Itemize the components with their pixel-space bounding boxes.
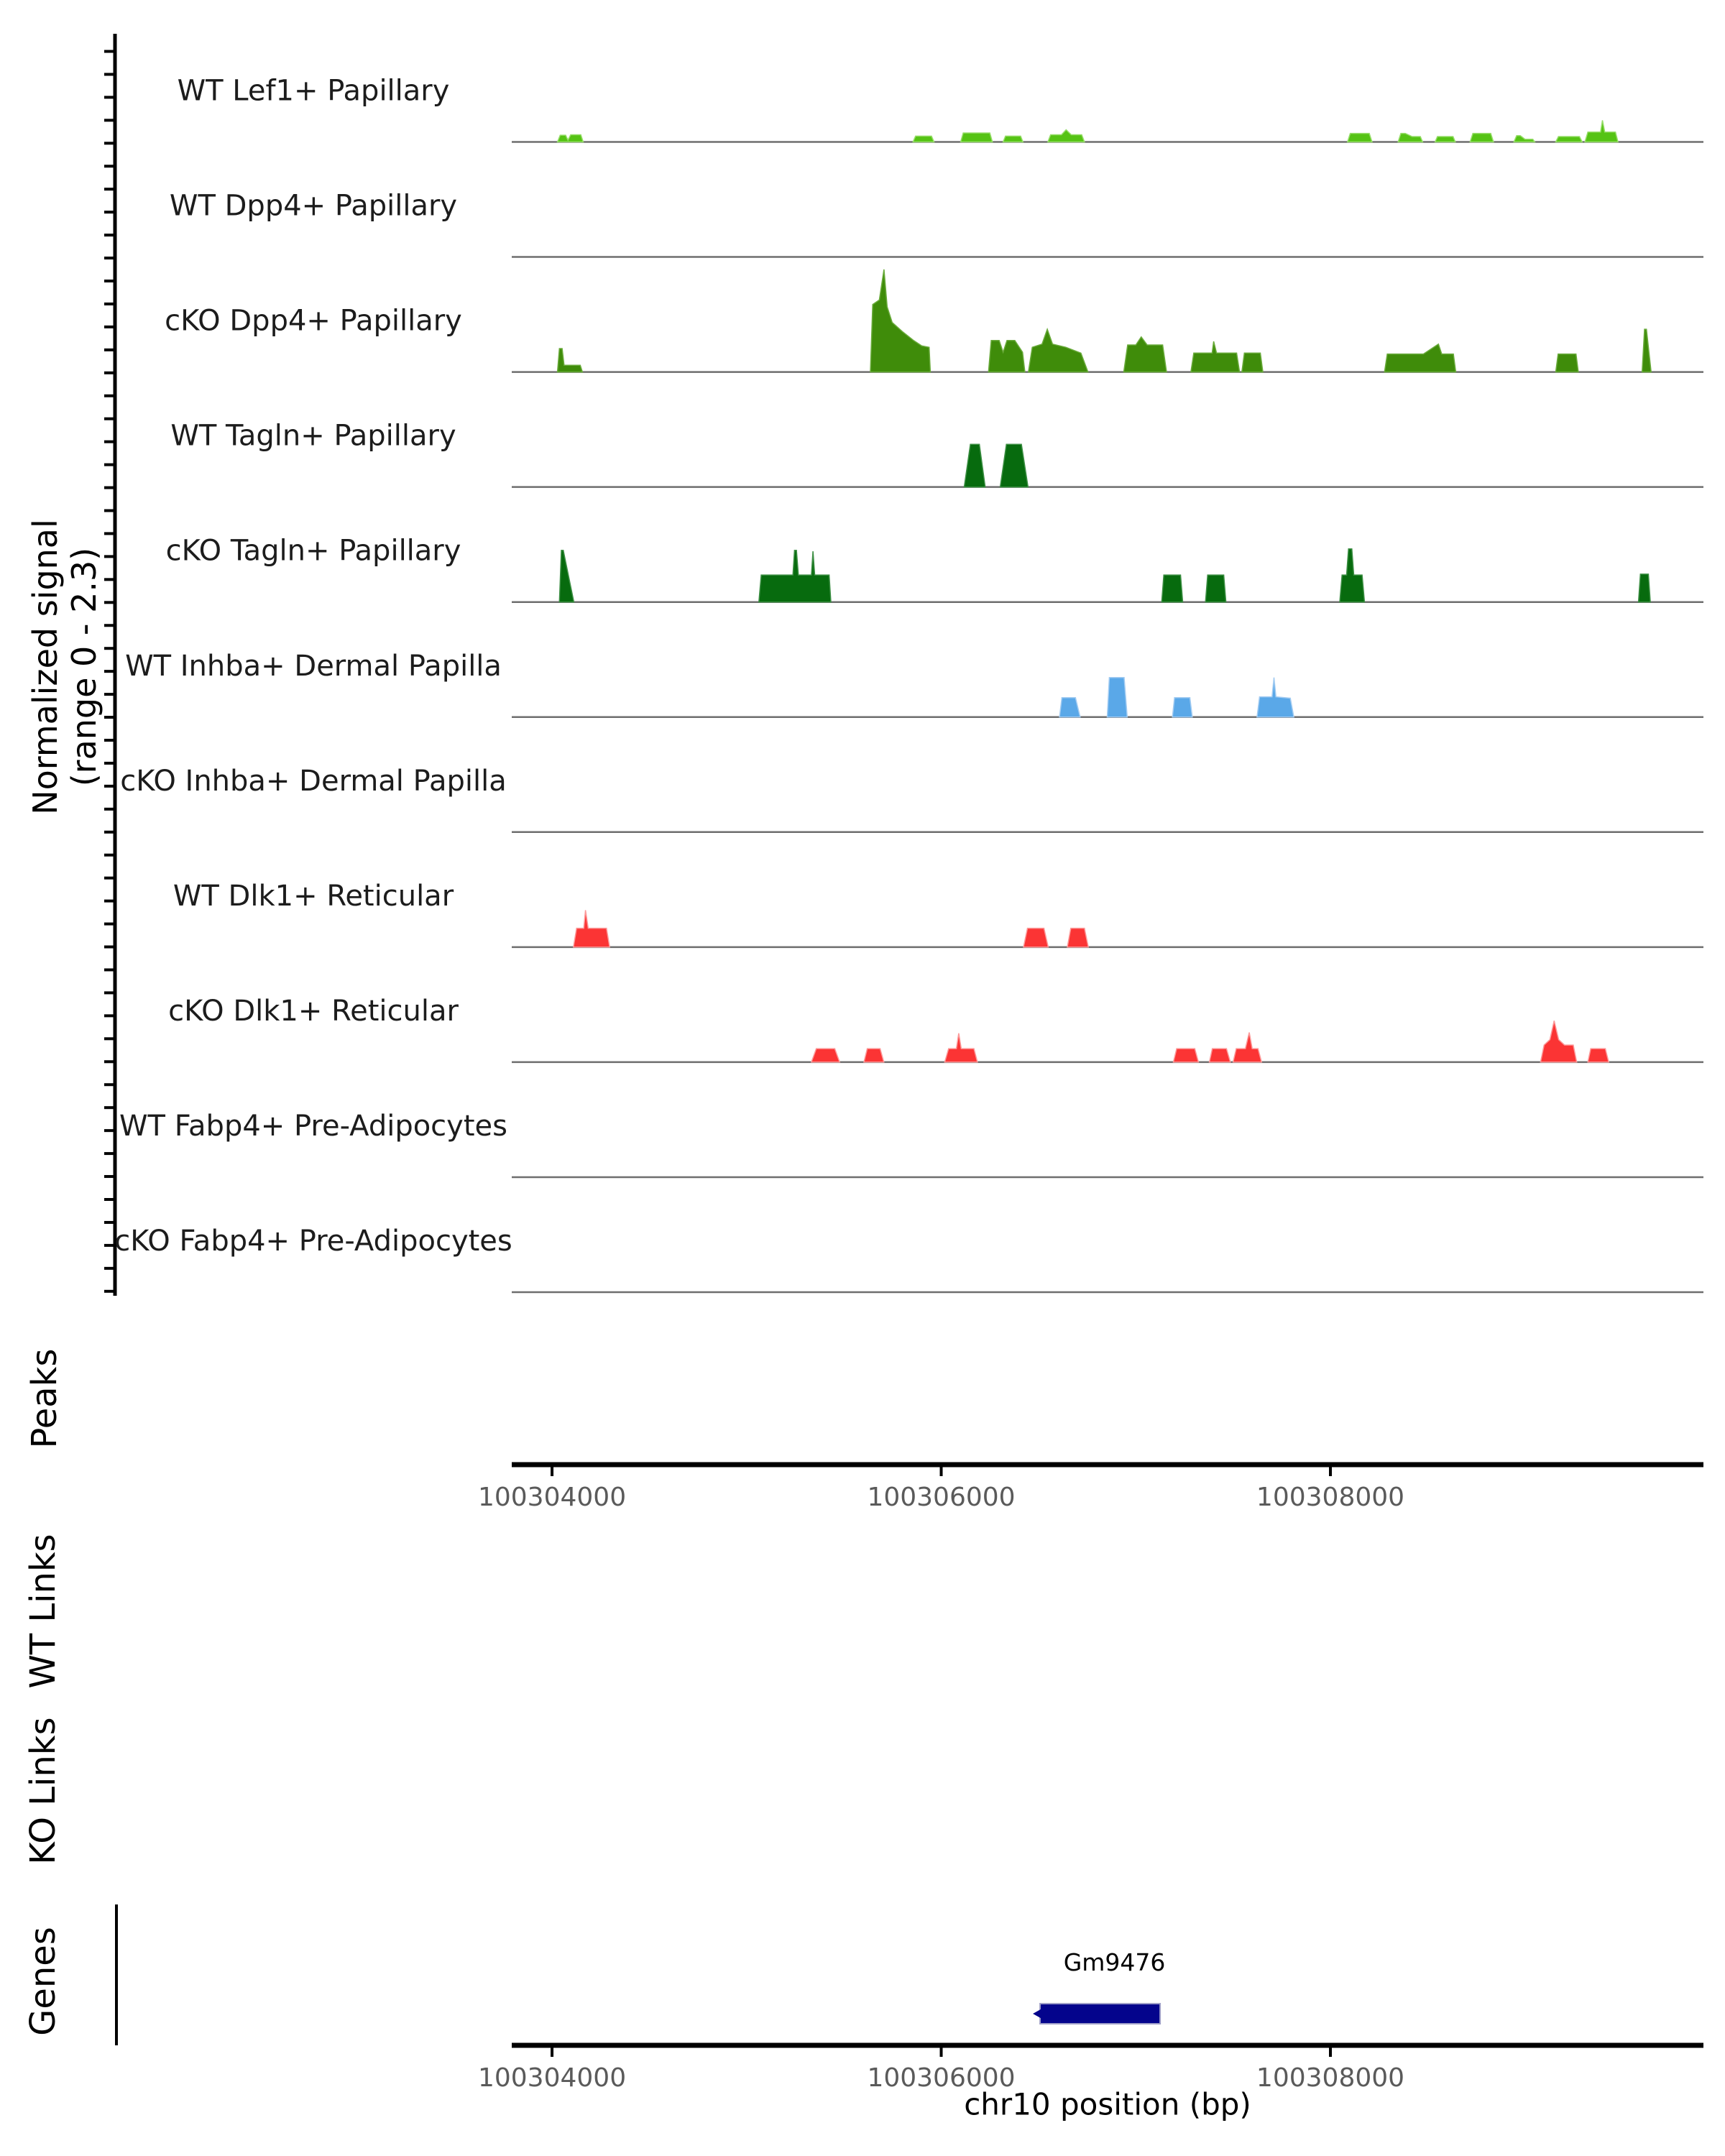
- track-label: WT Dlk1+ Reticular: [173, 880, 454, 913]
- section-label-wt-links: WT Links: [23, 1534, 63, 1689]
- section-label-peaks: Peaks: [24, 1348, 65, 1449]
- signal-area: [1002, 135, 1024, 143]
- signal-area: [1584, 120, 1619, 143]
- signal-area: [1205, 574, 1227, 603]
- signal-area: [1469, 132, 1494, 143]
- signal-area: [572, 910, 611, 948]
- signal-area: [1339, 548, 1366, 603]
- signal-area: [1256, 677, 1295, 718]
- signal-area: [1241, 352, 1264, 373]
- signal-area: [1161, 574, 1184, 603]
- signal-area: [1540, 1021, 1578, 1063]
- signal-area: [1123, 336, 1167, 373]
- peaks-axis-tick-label: 100304000: [478, 1483, 626, 1512]
- peaks-axis-tick-label: 100306000: [867, 1483, 1015, 1512]
- signal-area: [1637, 573, 1651, 603]
- track-label: WT Inhba+ Dermal Papilla: [125, 650, 502, 683]
- track-label: WT Dpp4+ Papillary: [170, 190, 457, 223]
- signal-area: [1513, 134, 1536, 143]
- signal-area: [963, 443, 986, 488]
- genome-axis-tick-label: 100306000: [867, 2063, 1015, 2093]
- signal-area: [1232, 1032, 1263, 1063]
- y-axis-label-line2: (range 0 - 2.3): [65, 547, 104, 787]
- signal-area: [1190, 341, 1241, 373]
- section-label-ko-links: KO Links: [23, 1717, 63, 1865]
- signal-area: [988, 340, 1026, 373]
- signal-area: [912, 135, 935, 143]
- track-label: WT Fabp4+ Pre-Adipocytes: [119, 1110, 507, 1143]
- signal-area: [944, 1033, 978, 1063]
- signal-area: [1587, 1048, 1610, 1063]
- gene-body: [1039, 2003, 1162, 2024]
- signal-area: [1208, 1048, 1231, 1063]
- signal-area: [1434, 136, 1456, 143]
- signal-area: [1172, 697, 1193, 718]
- signal-area: [1641, 328, 1652, 373]
- signal-area: [1346, 132, 1373, 143]
- y-axis-label: Normalized signal (range 0 - 2.3): [26, 519, 104, 815]
- signal-area: [1027, 327, 1089, 373]
- signal-area: [960, 132, 993, 143]
- signal-area: [1046, 129, 1085, 143]
- x-axis-title: chr10 position (bp): [964, 2086, 1251, 2122]
- signal-area: [1023, 927, 1049, 948]
- signal-area: [1555, 136, 1583, 143]
- signal-area: [1172, 1048, 1200, 1063]
- signal-area: [1106, 676, 1128, 718]
- track-label: cKO Fabp4+ Pre-Adipocytes: [114, 1225, 512, 1258]
- genome-axis-tick-label: 100308000: [1256, 2063, 1404, 2093]
- track-label: cKO Inhba+ Dermal Papilla: [120, 765, 506, 798]
- y-axis-label-line1: Normalized signal: [26, 519, 65, 815]
- track-label: WT Lef1+ Papillary: [178, 75, 450, 108]
- signal-area: [810, 1048, 841, 1063]
- signal-area: [1059, 697, 1081, 718]
- signal-area: [1067, 927, 1090, 948]
- signal-area: [1397, 132, 1424, 143]
- track-label: WT Tagln+ Papillary: [170, 420, 456, 453]
- signal-area: [556, 134, 584, 143]
- signal-area: [870, 269, 932, 373]
- track-label: cKO Dpp4+ Papillary: [165, 305, 462, 338]
- signal-area: [556, 348, 584, 373]
- signal-area: [1384, 343, 1457, 373]
- gene-name-label: Gm9476: [1064, 1948, 1166, 1976]
- track-label: cKO Tagln+ Papillary: [166, 535, 461, 568]
- gene-strand-arrow-icon: [1033, 2007, 1045, 2020]
- signal-area: [863, 1048, 885, 1063]
- peaks-axis-tick-label: 100308000: [1256, 1483, 1404, 1512]
- signal-area: [999, 443, 1029, 488]
- signal-area: [758, 549, 832, 603]
- signal-area: [1555, 353, 1579, 373]
- signal-area: [558, 549, 575, 603]
- genome-axis-tick-label: 100304000: [478, 2063, 626, 2093]
- track-label: cKO Dlk1+ Reticular: [168, 995, 459, 1028]
- section-label-genes: Genes: [23, 1927, 63, 2036]
